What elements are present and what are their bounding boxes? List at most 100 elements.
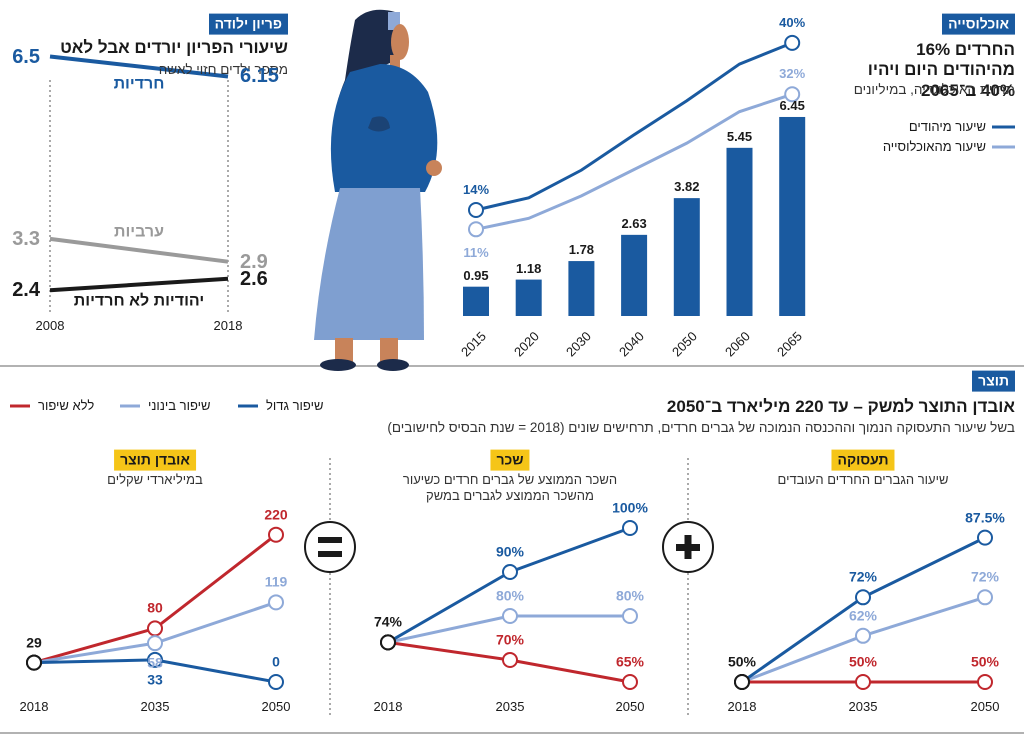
- line-marker: [977, 674, 993, 690]
- chart-title: אובדן התוצר למשק – עד 220 מיליארד ב־2050: [666, 396, 1015, 416]
- line-marker: [268, 674, 284, 690]
- value-label: 100%: [612, 499, 648, 516]
- x-tick-label: 2018: [373, 699, 403, 715]
- value-label: 72%: [848, 568, 878, 585]
- bar: [515, 279, 542, 316]
- value-label: 2.9: [240, 250, 268, 273]
- line-marker: [855, 589, 871, 606]
- value-label: 65%: [615, 653, 645, 670]
- bar-value-label: 6.45: [779, 98, 805, 114]
- line-marker: [784, 86, 801, 103]
- line-marker: [855, 627, 871, 644]
- value-label: 50%: [970, 653, 1000, 670]
- value-label: 80%: [495, 587, 525, 604]
- x-tick-label: 2018: [213, 318, 243, 334]
- series-label: יהודיות לא חרדיות: [73, 291, 205, 309]
- line-marker: [784, 34, 801, 51]
- value-label: 2.4: [12, 279, 40, 302]
- legend-label: שיעור מיהודים: [908, 119, 986, 135]
- x-tick-label: 2050: [970, 699, 1000, 715]
- line-marker: [380, 634, 396, 651]
- x-tick-label: 2050: [261, 699, 291, 715]
- series-line: [49, 276, 229, 293]
- line-marker: [468, 202, 484, 218]
- value-label: 87.5%: [965, 509, 1005, 526]
- line-marker: [734, 674, 750, 690]
- value-label: 3.3: [12, 227, 40, 250]
- value-label: 62%: [848, 607, 878, 624]
- line-marker: [502, 564, 518, 580]
- bar: [726, 147, 753, 316]
- line-marker: [977, 529, 993, 546]
- legend-label: שיעור מהאוכלוסייה: [882, 139, 986, 155]
- value-label: 119: [264, 573, 288, 590]
- bar: [621, 234, 648, 316]
- line-marker: [468, 221, 484, 238]
- value-label: 70%: [495, 631, 525, 648]
- line-marker: [147, 635, 163, 652]
- line-value-label: 11%: [463, 245, 489, 261]
- value-label: 0: [272, 653, 280, 670]
- value-label: 2.6: [240, 267, 268, 290]
- bar: [779, 116, 806, 316]
- chart-title: החרדים 16% מהיהודים היום ויהיו 40% ב־206…: [867, 40, 1015, 100]
- value-label: 58: [147, 654, 163, 671]
- section-tag: אוכלוסייה: [942, 13, 1015, 35]
- line-marker: [502, 608, 518, 624]
- x-tick-label: 2050: [615, 699, 645, 715]
- value-label: 33: [147, 671, 163, 688]
- bar-value-label: 1.18: [516, 260, 542, 276]
- x-tick-label: 2035: [140, 699, 170, 715]
- value-label: 74%: [373, 613, 403, 630]
- series-line: [475, 92, 793, 231]
- line-marker: [622, 674, 638, 690]
- bar-value-label: 0.95: [463, 267, 489, 283]
- panel-subtitle: במיליארדי שקלים: [107, 472, 203, 487]
- plus-sign: [662, 521, 714, 573]
- chart-subtitle: תחזית האוכלוסייה, במיליונים: [853, 81, 1015, 97]
- legend-label: שיפור גדול: [266, 398, 324, 414]
- line-value-label: 32%: [779, 66, 806, 82]
- bar-value-label: 2.63: [621, 216, 647, 232]
- line-marker: [502, 652, 518, 668]
- value-label: 6.15: [240, 65, 279, 88]
- line-marker: [622, 608, 638, 624]
- panel-tag: אובדן תוצר: [114, 449, 196, 471]
- value-label: 6.5: [12, 45, 40, 68]
- bar-value-label: 3.82: [674, 179, 700, 195]
- series-label: חרדיות: [113, 75, 165, 93]
- value-label: 90%: [495, 543, 525, 560]
- line-marker: [268, 526, 284, 543]
- line-value-label: 14%: [462, 182, 490, 198]
- value-label: 80: [147, 600, 163, 617]
- value-label: 220: [264, 506, 288, 523]
- line-marker: [855, 674, 871, 690]
- series-label: ערביות: [113, 223, 165, 241]
- value-label: 50%: [848, 653, 878, 670]
- equals-sign: [304, 521, 356, 573]
- bar: [568, 261, 595, 316]
- value-label: 72%: [970, 568, 1000, 585]
- chart-title: שיעורי הפריון יורדים אבל לאט: [60, 37, 288, 57]
- value-label: 50%: [727, 653, 757, 670]
- bar: [673, 198, 700, 316]
- line-marker: [147, 620, 163, 637]
- x-tick-label: 2035: [848, 699, 878, 715]
- line-marker: [268, 594, 284, 611]
- x-tick-label: 2035: [495, 699, 525, 715]
- section-tag: תוצר: [972, 370, 1015, 392]
- bar-value-label: 1.78: [568, 242, 595, 258]
- chart-subtitle: בשל שיעור התעסוקה הנמוך וההכנסה הנמוכה ש…: [387, 419, 1015, 435]
- line-marker: [977, 589, 993, 606]
- legend-label: שיפור בינוני: [148, 398, 211, 414]
- woman-illustration: [314, 9, 442, 371]
- panel-tag: תעסוקה: [831, 449, 895, 471]
- line-marker: [26, 654, 42, 671]
- x-tick-label: 2018: [727, 699, 757, 715]
- series-line: [49, 54, 229, 79]
- line-value-label: 40%: [779, 15, 806, 31]
- series-line: [475, 41, 793, 212]
- value-label: 29: [26, 634, 42, 651]
